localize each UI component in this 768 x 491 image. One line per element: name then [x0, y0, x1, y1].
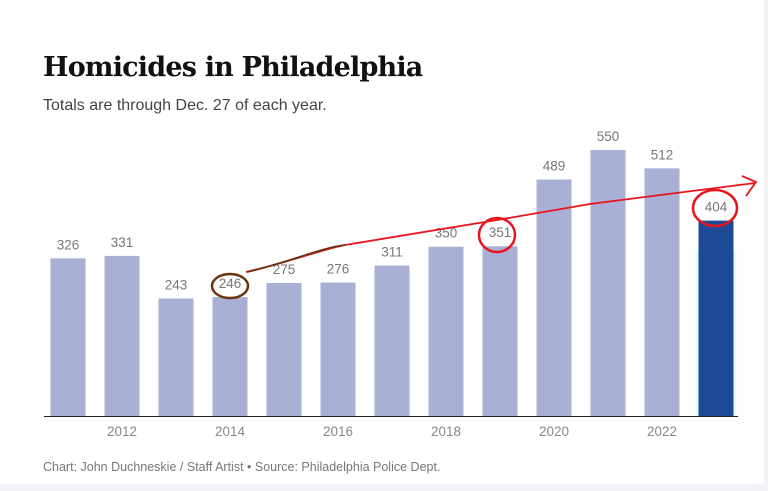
bar-2015 [266, 283, 302, 416]
bar-2013 [158, 298, 194, 416]
x-tick-label-2012: 2012 [107, 424, 137, 439]
value-label-2021: 550 [597, 129, 620, 144]
bar-2020 [536, 179, 572, 416]
chart-title: Homicides in Philadelphia [43, 52, 423, 83]
bar-2019 [482, 246, 518, 416]
value-label-2017: 311 [381, 245, 403, 260]
trend-arrowhead-icon [741, 175, 758, 197]
circle-annotation-404 [691, 188, 739, 228]
bar-2012 [104, 255, 140, 416]
bar-2018 [428, 246, 464, 416]
circle-annotation-246 [210, 272, 250, 300]
value-label-2020: 489 [543, 159, 566, 174]
bar-2014 [212, 297, 248, 416]
bar-2022 [644, 168, 680, 416]
value-label-2023: 404 [705, 200, 728, 215]
value-label-2011: 326 [57, 237, 80, 252]
bar-2016 [320, 282, 356, 416]
x-tick-label-2014: 2014 [215, 424, 246, 439]
x-tick-label-2020: 2020 [539, 424, 569, 439]
circle-annotation-351 [477, 216, 517, 254]
chart-footer: Chart: John Duchneskie / Staff Artist • … [43, 460, 441, 474]
value-label-2019: 351 [489, 225, 512, 240]
value-label-2022: 512 [651, 147, 674, 162]
bar-2021 [590, 150, 626, 416]
value-label-2013: 243 [165, 277, 188, 292]
x-tick-label-2016: 2016 [323, 424, 353, 439]
bar-2011 [50, 258, 86, 416]
brown-curve [246, 244, 346, 273]
value-label-2016: 276 [327, 262, 350, 277]
chart-subtitle: Totals are through Dec. 27 of each year. [43, 97, 327, 114]
value-label-2014: 246 [219, 276, 242, 291]
x-tick-label-2022: 2022 [647, 424, 677, 439]
value-label-2015: 275 [273, 262, 296, 277]
value-label-2012: 331 [111, 235, 134, 250]
bar-2017 [374, 265, 410, 416]
x-tick-label-2018: 2018 [431, 424, 461, 439]
bar-2023 [698, 220, 734, 416]
